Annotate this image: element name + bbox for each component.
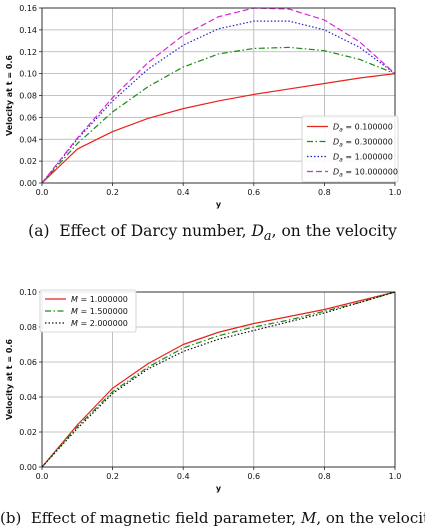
chart-b-svg: 0.0 0.2 0.4 0.6 0.8 1.0 0.00 0.02 0.04 0.06 0.08 0.… (5, 288, 402, 493)
y-axis-label: Velocity at t = 0.6 (5, 339, 14, 420)
legend-label-1: M = 1.500000 (71, 307, 128, 316)
x-tick-label: 0.2 (106, 188, 119, 197)
caption-b-text: Effect of magnetic field parameter, (30, 509, 301, 527)
y-tick-label: 0.06 (19, 358, 37, 367)
y-tick-label: 0.02 (19, 428, 37, 437)
legend: M = 1.000000 M = 1.500000 M = 2.000000 (39, 289, 137, 333)
legend-box (39, 289, 137, 333)
x-tick-label: 0.8 (318, 472, 331, 481)
caption-a-label: (a) (28, 222, 50, 240)
chart-a-svg: 0.0 0.2 0.4 0.6 0.8 1.0 0.00 0.02 0.04 0.06 0.08 0.… (5, 4, 402, 209)
y-tick-label: 0.10 (19, 70, 37, 79)
caption-b-suffix: , on the velocity (316, 509, 425, 527)
x-tick-label: 0.4 (177, 188, 190, 197)
caption-a: (a) Effect of Darcy number, Da, on the v… (0, 222, 425, 244)
series-line-0 (41, 73, 396, 184)
caption-a-suffix: , on the velocity (271, 222, 397, 240)
legend-label-1: Da = 0.300000 (333, 138, 393, 149)
y-tick-label: 0.08 (19, 323, 37, 332)
x-tick-label: 0.6 (247, 472, 260, 481)
x-tick-label: 0.4 (177, 472, 190, 481)
legend-label-0: Da = 0.100000 (333, 123, 393, 134)
y-axis-label: Velocity at t = 0.6 (5, 55, 14, 136)
y-tick-label: 0.12 (19, 48, 37, 57)
series-line-0 (41, 291, 396, 468)
y-tick-label: 0.10 (19, 288, 37, 297)
x-tick-label: 0.6 (247, 188, 260, 197)
x-tick-label: 1.0 (389, 188, 402, 197)
caption-a-text: Effect of Darcy number, (59, 222, 252, 240)
y-tick-label: 0.04 (19, 135, 37, 144)
y-tick-label: 0.16 (19, 4, 37, 13)
caption-b-label: (b) (0, 509, 22, 527)
y-tick-label: 0.00 (19, 463, 37, 472)
y-tick-label: 0.00 (19, 179, 37, 188)
x-axis-label: y (216, 484, 222, 493)
legend: Da = 0.100000 Da = 0.300000 Da = 1.000000 D… (301, 115, 399, 183)
series-line-1 (41, 46, 396, 184)
legend-label-2: Da = 1.000000 (333, 153, 393, 164)
x-tick-label: 0.2 (106, 472, 119, 481)
y-tick-label: 0.04 (19, 393, 37, 402)
legend-label-2: M = 2.000000 (71, 319, 128, 328)
x-tick-label: 0.0 (36, 188, 49, 197)
caption-b-symbol: M (300, 509, 317, 527)
series-line-2 (41, 20, 396, 184)
series-line-2 (41, 291, 396, 468)
chart-darcy-number: 0.0 0.2 0.4 0.6 0.8 1.0 0.00 0.02 0.04 0.06 0.08 0.… (0, 0, 425, 220)
plot-frame (41, 291, 396, 468)
x-tick-label: 0.0 (36, 472, 49, 481)
x-axis-label: y (216, 200, 222, 209)
y-tick-label: 0.08 (19, 92, 37, 101)
legend-box (301, 115, 399, 183)
x-tick-label: 1.0 (389, 472, 402, 481)
series-line-3 (41, 7, 396, 184)
y-tick-label: 0.14 (19, 26, 37, 35)
x-tick-label: 0.8 (318, 188, 331, 197)
y-tick-label: 0.02 (19, 157, 37, 166)
y-tick-label: 0.06 (19, 113, 37, 122)
chart-magnetic-field: 0.0 0.2 0.4 0.6 0.8 1.0 0.00 0.02 0.04 0.06 0.08 0.… (0, 284, 425, 508)
caption-b: (b) Effect of magnetic field parameter, … (0, 509, 425, 527)
legend-label-3: Da = 10.000000 (333, 168, 398, 179)
caption-a-symbol: D (251, 222, 264, 240)
caption-a-subscript: a (263, 229, 272, 245)
legend-label-0: M = 1.000000 (71, 295, 128, 304)
